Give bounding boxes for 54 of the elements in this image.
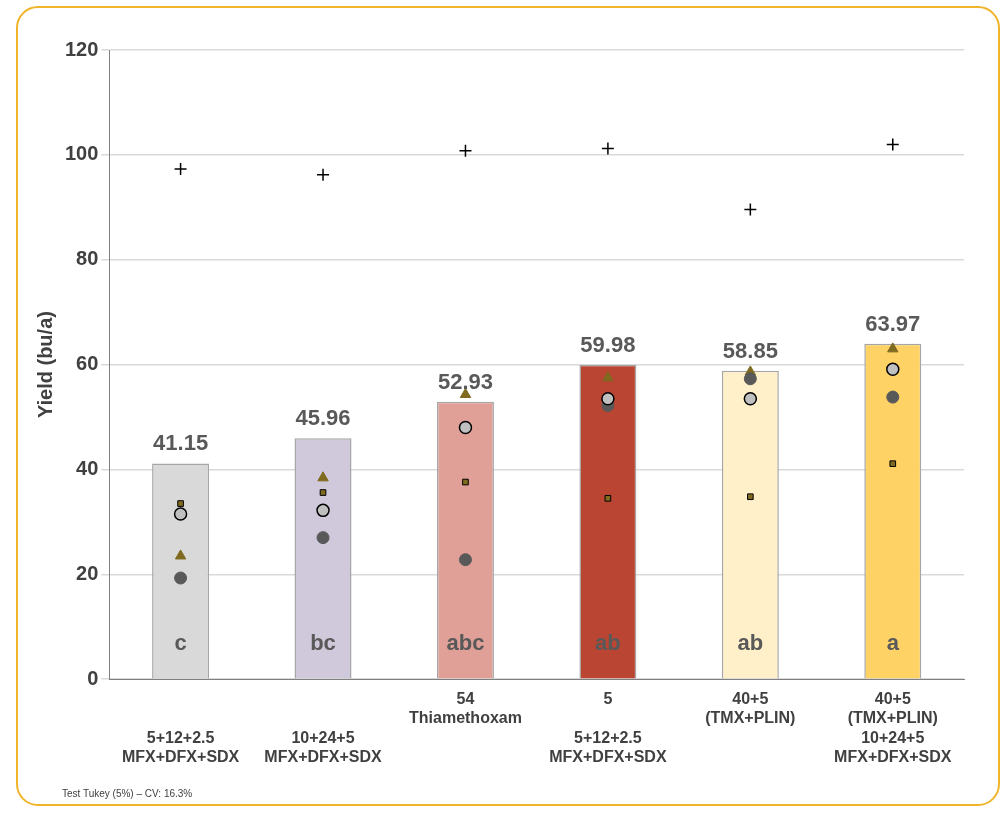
point bbox=[458, 143, 473, 158]
data-label: 45.96 bbox=[295, 405, 351, 431]
point bbox=[316, 503, 330, 518]
y-tick-label: 20 bbox=[76, 561, 99, 584]
point bbox=[316, 168, 330, 182]
x-tick-label: 5+12+2.5 MFX+DFX+SDX bbox=[121, 728, 240, 765]
point bbox=[886, 390, 900, 404]
x-tick-label: 40+5 (TMX+PLIN) bbox=[705, 690, 796, 727]
y-tick-label: 40 bbox=[76, 456, 99, 479]
x-tick-label: 54 Thiamethoxam bbox=[409, 690, 522, 727]
y-tick-label: 120 bbox=[64, 37, 99, 60]
point bbox=[601, 141, 615, 156]
point bbox=[458, 420, 473, 435]
y-tick-label: 100 bbox=[64, 142, 99, 165]
y-tick-label: 0 bbox=[87, 666, 99, 689]
point bbox=[174, 571, 188, 585]
x-tick-label: 40+5 (TMX+PLIN) 10+24+5 MFX+DFX+SDX bbox=[834, 690, 952, 765]
annotation: a bbox=[886, 630, 900, 656]
y-tick-label: 80 bbox=[76, 247, 99, 270]
point bbox=[747, 493, 754, 501]
point bbox=[319, 489, 327, 496]
point bbox=[889, 460, 897, 468]
point bbox=[317, 471, 329, 482]
category-label: 5 5+12+2.5 MFX+DFX+SDX bbox=[549, 690, 667, 765]
annotation: abc bbox=[446, 630, 485, 656]
annotation: ab bbox=[737, 630, 764, 656]
point bbox=[462, 478, 469, 486]
point bbox=[174, 549, 187, 560]
point bbox=[743, 372, 757, 386]
data-label: 41.15 bbox=[153, 430, 209, 456]
point bbox=[602, 371, 614, 382]
data-label: 58.85 bbox=[722, 337, 778, 363]
point bbox=[743, 391, 758, 406]
y-axis-title: Yield (bu/a) bbox=[33, 311, 56, 419]
x-tick-label: 10+24+5 MFX+DFX+SDX bbox=[264, 728, 383, 765]
y-tick-label: 60 bbox=[76, 352, 99, 375]
point bbox=[177, 500, 184, 507]
annotation: ab bbox=[595, 630, 621, 656]
point bbox=[316, 531, 330, 545]
point bbox=[886, 362, 900, 377]
text: Test Tukey (5%) – CV: 16.3% bbox=[62, 788, 193, 799]
annotation: bc bbox=[310, 630, 336, 656]
point bbox=[886, 137, 900, 152]
point bbox=[743, 202, 758, 217]
annotation: c bbox=[174, 630, 187, 656]
data-label: 59.98 bbox=[580, 331, 636, 357]
point bbox=[173, 162, 188, 176]
point bbox=[458, 553, 472, 567]
data-label: 52.93 bbox=[437, 368, 493, 394]
point bbox=[887, 342, 899, 353]
point bbox=[601, 391, 615, 406]
point bbox=[173, 507, 188, 521]
point bbox=[604, 494, 612, 502]
data-label: 63.97 bbox=[865, 310, 921, 336]
